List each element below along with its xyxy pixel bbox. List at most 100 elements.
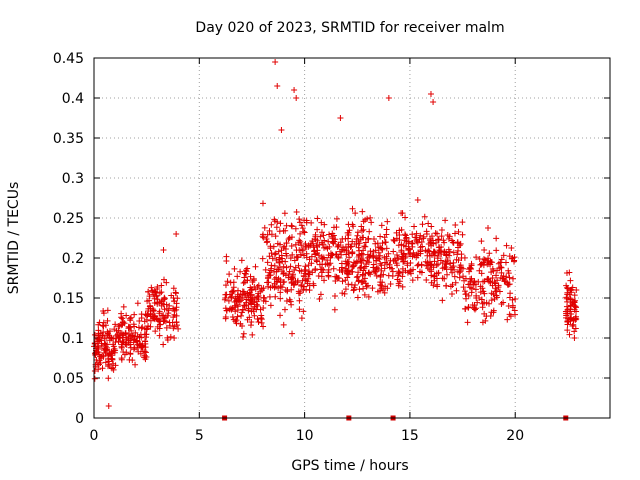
data-point [440, 237, 447, 244]
data-point [388, 265, 395, 272]
data-point [338, 267, 345, 274]
data-point [337, 115, 344, 121]
data-point [416, 268, 423, 275]
data-point [417, 232, 424, 239]
data-point [495, 282, 502, 289]
data-point [228, 288, 235, 295]
data-point [567, 287, 574, 294]
data-point [318, 219, 325, 226]
data-point [468, 262, 475, 269]
data-point [257, 288, 264, 295]
data-point [99, 322, 106, 329]
data-point [500, 299, 507, 306]
data-point [435, 249, 442, 256]
data-point [488, 297, 495, 304]
data-point [312, 233, 319, 240]
data-point [249, 331, 256, 338]
data-point [477, 289, 484, 296]
data-point [288, 234, 295, 241]
plot-frame [93, 57, 611, 419]
data-point [453, 287, 460, 294]
tick-layer [93, 57, 610, 419]
data-point [409, 240, 416, 247]
data-point [298, 283, 305, 290]
data-point [500, 252, 507, 259]
data-point [321, 244, 328, 251]
data-point [112, 362, 119, 369]
data-point [420, 233, 427, 240]
data-point [273, 274, 280, 281]
data-point [503, 242, 510, 249]
data-point [356, 252, 363, 259]
data-point [571, 334, 578, 341]
data-point [274, 83, 281, 89]
data-point [478, 238, 485, 245]
data-point [281, 210, 288, 217]
data-point [439, 265, 446, 272]
data-point [378, 222, 385, 229]
data-point [300, 308, 307, 315]
data-point [147, 305, 154, 312]
data-point [563, 294, 570, 301]
data-point [314, 226, 321, 233]
data-point [229, 289, 236, 296]
data-point [364, 236, 371, 243]
data-point [489, 275, 496, 282]
data-point [287, 263, 294, 270]
data-point [293, 209, 300, 216]
y-tick-label: 0.1 [62, 331, 84, 347]
data-point [318, 229, 325, 236]
data-point [448, 290, 455, 297]
data-point [146, 293, 153, 300]
data-point [141, 348, 148, 355]
data-point [333, 215, 340, 222]
y-axis-label: SRMTID / TECUs [6, 182, 22, 295]
data-point [398, 210, 405, 217]
data-point [367, 214, 374, 221]
data-point [237, 268, 244, 275]
data-point [456, 274, 463, 281]
data-point [329, 239, 336, 246]
data-point [394, 262, 401, 269]
data-point [116, 323, 123, 330]
data-point [100, 310, 107, 317]
data-point [410, 266, 417, 273]
data-point [292, 225, 299, 232]
data-point [134, 300, 141, 307]
data-point [259, 233, 266, 240]
data-point [296, 216, 303, 223]
data-point [494, 267, 501, 274]
data-point [488, 259, 495, 266]
data-point [345, 229, 352, 236]
data-point [110, 366, 117, 373]
data-point [262, 298, 269, 305]
data-point [452, 221, 459, 228]
data-point [463, 295, 470, 302]
data-point [284, 288, 291, 295]
data-point [254, 284, 261, 291]
data-point [129, 357, 136, 364]
data-point [395, 270, 402, 277]
data-point [362, 239, 369, 246]
data-point [339, 278, 346, 285]
data-point [413, 251, 420, 258]
data-point [288, 279, 295, 286]
data-point [264, 279, 271, 286]
data-point [101, 340, 108, 347]
data-point [369, 285, 376, 292]
data-point [144, 325, 151, 332]
data-point [94, 338, 101, 345]
data-point [112, 339, 119, 346]
data-point [277, 312, 284, 319]
data-point [298, 268, 305, 275]
data-point [289, 223, 296, 230]
data-point [150, 307, 157, 314]
data-point [298, 315, 305, 322]
data-point [377, 233, 384, 240]
data-point [569, 323, 576, 330]
data-point [308, 260, 315, 267]
data-point [568, 286, 575, 293]
data-point [377, 279, 384, 286]
data-point [276, 254, 283, 261]
